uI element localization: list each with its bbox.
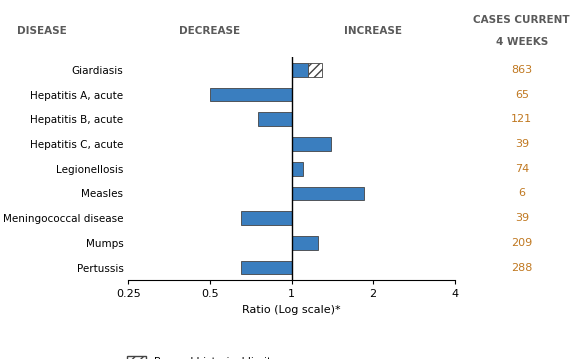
Text: DISEASE: DISEASE bbox=[17, 26, 67, 36]
Legend: Beyond historical limits: Beyond historical limits bbox=[127, 356, 277, 359]
Bar bbox=[292, 137, 331, 151]
Bar bbox=[308, 63, 322, 76]
Bar bbox=[292, 187, 364, 200]
Text: 39: 39 bbox=[515, 213, 529, 223]
Text: DECREASE: DECREASE bbox=[180, 26, 240, 36]
Text: 863: 863 bbox=[511, 65, 532, 75]
Bar bbox=[292, 63, 308, 76]
Bar bbox=[210, 88, 292, 101]
Bar bbox=[292, 162, 303, 176]
Text: INCREASE: INCREASE bbox=[344, 26, 402, 36]
X-axis label: Ratio (Log scale)*: Ratio (Log scale)* bbox=[242, 304, 341, 314]
Text: 74: 74 bbox=[515, 164, 529, 174]
Text: 65: 65 bbox=[515, 89, 529, 99]
Text: 121: 121 bbox=[511, 114, 532, 124]
Text: 4 WEEKS: 4 WEEKS bbox=[496, 37, 548, 47]
Text: 209: 209 bbox=[511, 238, 532, 248]
Text: 288: 288 bbox=[511, 263, 532, 272]
Bar bbox=[258, 112, 292, 126]
Text: CASES CURRENT: CASES CURRENT bbox=[473, 15, 570, 25]
Bar bbox=[241, 261, 292, 274]
Bar bbox=[241, 211, 292, 225]
Text: 6: 6 bbox=[518, 188, 525, 199]
Text: 39: 39 bbox=[515, 139, 529, 149]
Bar bbox=[292, 236, 318, 250]
